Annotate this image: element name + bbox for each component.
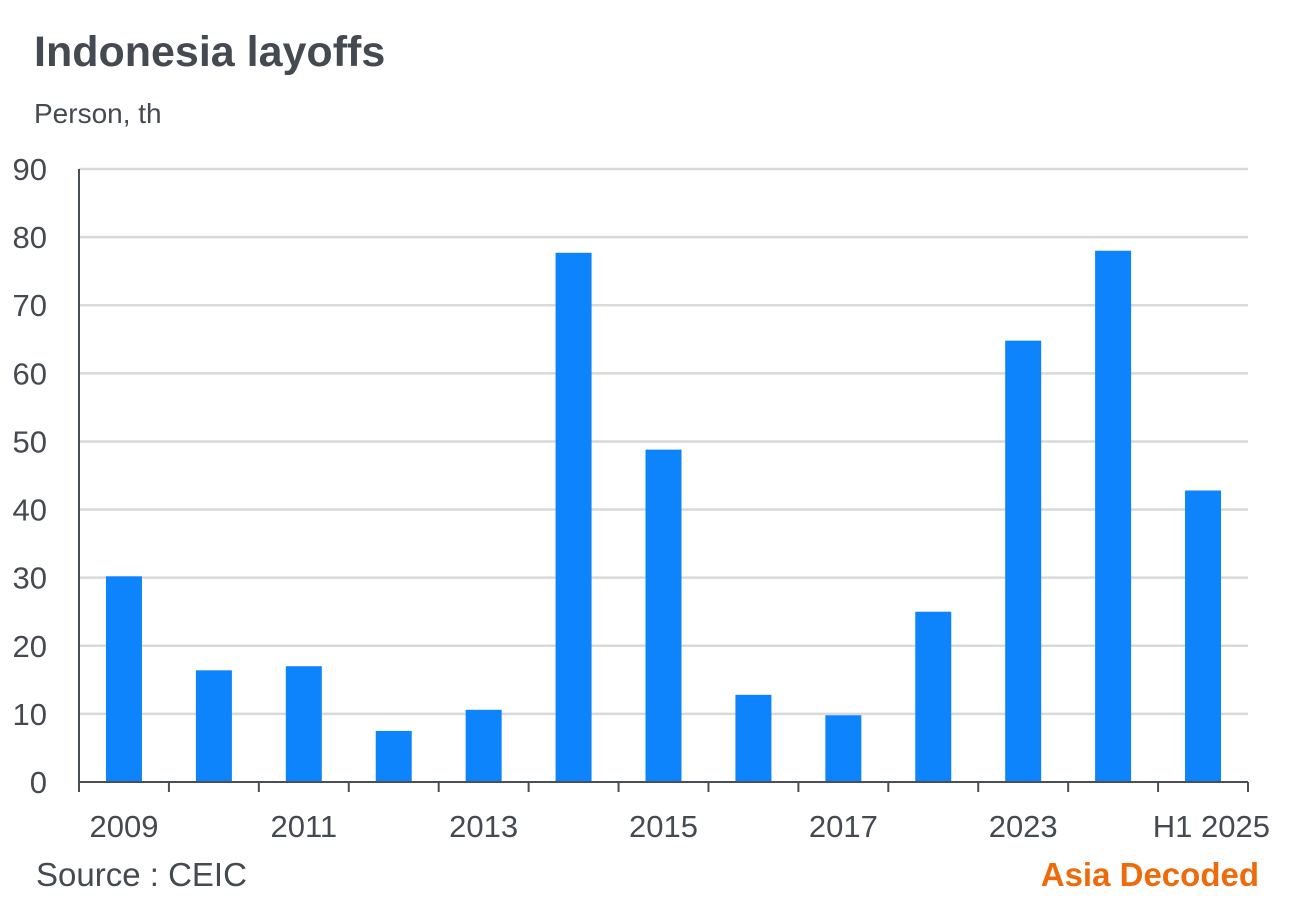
bar-2011	[285, 666, 322, 782]
source-note: Source : CEIC	[36, 856, 247, 893]
y-tick-label: 50	[13, 424, 47, 459]
bar-2015	[645, 449, 682, 782]
x-tick-label: 2009	[89, 809, 158, 844]
bar-2017	[825, 715, 862, 782]
y-tick-label: 70	[13, 288, 47, 323]
bar-2014	[555, 252, 592, 782]
x-tick-label: 2011	[270, 809, 337, 844]
bar-2024	[1095, 250, 1132, 782]
x-tick-label: 2017	[809, 809, 878, 844]
bar-2018	[915, 611, 952, 782]
bar-h1-2025	[1185, 490, 1222, 782]
bar-2009	[105, 576, 142, 782]
x-tick-label: 2023	[989, 809, 1058, 844]
x-tick-label: 2013	[449, 809, 518, 844]
y-tick-label: 40	[13, 493, 47, 528]
bar-2010	[195, 670, 232, 782]
x-tick-label: 2015	[629, 809, 698, 844]
y-tick-label: 0	[30, 765, 47, 800]
y-tick-label: 90	[13, 152, 47, 187]
chart-title: Indonesia layoffs	[34, 28, 386, 76]
bar-2016	[735, 694, 772, 782]
y-tick-label: 10	[13, 697, 47, 732]
bars	[105, 250, 1222, 782]
axes: 0 10 20 30 40 50 60 70 80 90 2009 2011 2013 2015 2017 2…	[13, 152, 1270, 844]
bar-2012	[375, 730, 412, 782]
bar-2013	[465, 709, 502, 782]
y-tick-label: 80	[13, 220, 47, 255]
y-tick-label: 30	[13, 561, 47, 596]
brand-logo: Asia Decoded	[1040, 856, 1259, 893]
chart-unit-label: Person, th	[34, 98, 162, 129]
bar-2023	[1005, 340, 1042, 782]
y-tick-label: 60	[13, 356, 47, 391]
x-tick-label: H1 2025	[1153, 809, 1270, 844]
y-tick-label: 20	[13, 629, 47, 664]
